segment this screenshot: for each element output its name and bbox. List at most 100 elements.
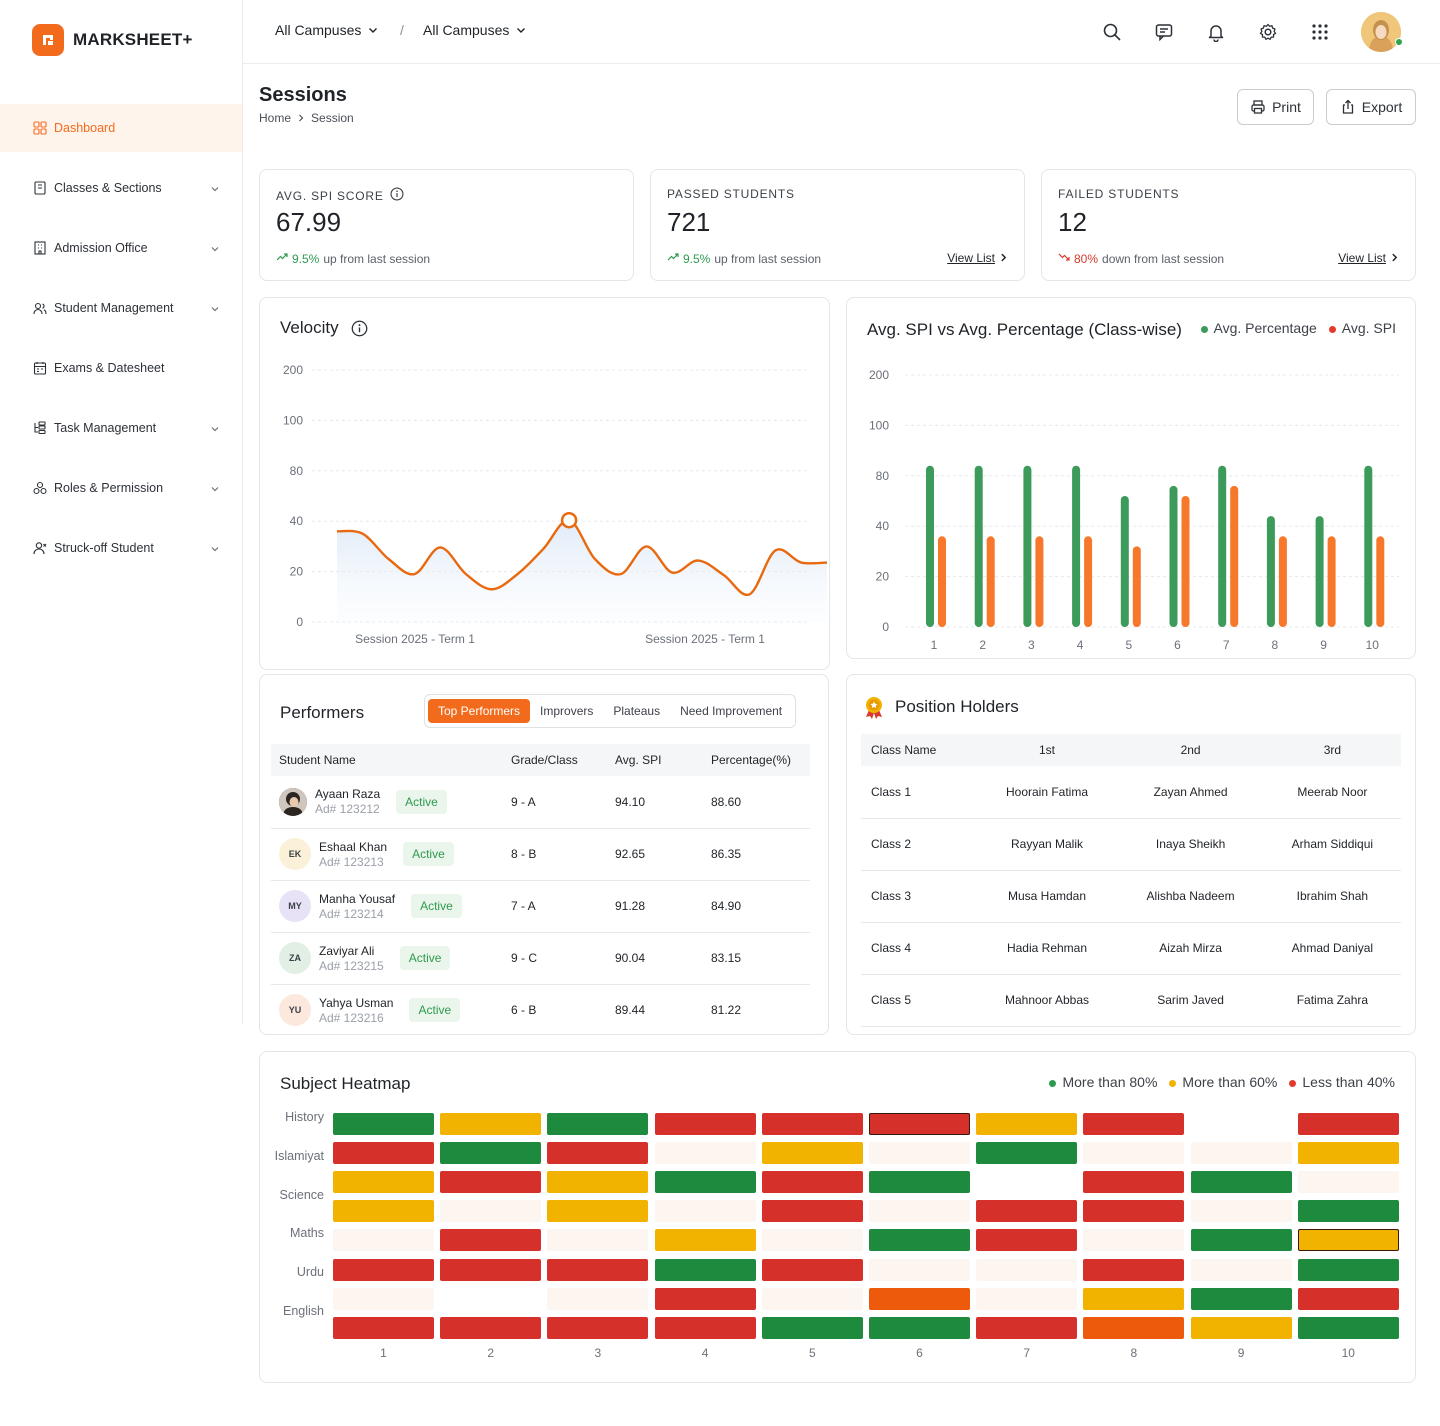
gear-icon[interactable] xyxy=(1258,22,1278,42)
heatmap-cell[interactable] xyxy=(440,1200,542,1223)
chevron-down-icon[interactable] xyxy=(210,183,220,193)
heatmap-cell[interactable] xyxy=(440,1142,542,1165)
heatmap-cell[interactable] xyxy=(333,1113,434,1135)
bar-avg-spi[interactable] xyxy=(986,536,995,627)
table-row[interactable]: ZA Zaviyar Ali Ad# 123215 Active 9 - C 90.04 8… xyxy=(271,932,810,985)
heatmap-cell[interactable] xyxy=(654,1258,756,1281)
heatmap-cell[interactable] xyxy=(1297,1229,1399,1252)
table-row[interactable]: Class 1 Hoorain Fatima Zayan Ahmed Meerab N… xyxy=(861,766,1401,819)
chat-icon[interactable] xyxy=(1154,22,1174,42)
heatmap-cell[interactable] xyxy=(761,1316,863,1339)
bar-avg-spi[interactable] xyxy=(938,536,946,627)
heatmap-cell[interactable] xyxy=(1083,1229,1185,1252)
heatmap-cell[interactable] xyxy=(1190,1258,1292,1281)
table-row[interactable]: Class 3 Musa Hamdan Alishba Nadeem Ibrahim … xyxy=(861,870,1401,923)
bar-avg-spi[interactable] xyxy=(1376,536,1385,627)
heatmap-cell[interactable] xyxy=(440,1258,542,1281)
bar-avg-spi[interactable] xyxy=(1132,546,1141,627)
bar-avg-percentage[interactable] xyxy=(926,465,934,627)
heatmap-cell[interactable] xyxy=(333,1142,434,1165)
heatmap-cell[interactable] xyxy=(440,1229,542,1252)
heatmap-cell[interactable] xyxy=(654,1316,756,1339)
bell-icon[interactable] xyxy=(1206,22,1226,42)
heatmap-cell[interactable] xyxy=(547,1287,649,1310)
tab-plateaus[interactable]: Plateaus xyxy=(613,704,661,718)
sidebar-item-dashboard[interactable]: Dashboard xyxy=(0,104,242,152)
table-row[interactable]: Class 2 Rayyan Malik Inaya Sheikh Arham Sid… xyxy=(861,818,1401,871)
heatmap-cell[interactable] xyxy=(761,1287,863,1310)
tab-improvers[interactable]: Improvers xyxy=(540,704,594,718)
heatmap-cell[interactable] xyxy=(333,1316,434,1339)
info-icon[interactable] xyxy=(390,187,404,204)
student-name[interactable]: Yahya Usman xyxy=(319,995,394,1010)
heatmap-cell[interactable] xyxy=(1297,1200,1399,1223)
heatmap-cell[interactable] xyxy=(869,1316,970,1339)
info-icon[interactable] xyxy=(351,320,368,337)
heatmap-cell[interactable] xyxy=(333,1200,434,1223)
heatmap-cell[interactable] xyxy=(1083,1113,1185,1135)
bar-avg-percentage[interactable] xyxy=(974,465,983,627)
chevron-down-icon[interactable] xyxy=(210,483,220,493)
heatmap-cell[interactable] xyxy=(547,1316,649,1339)
heatmap-cell[interactable] xyxy=(440,1113,542,1135)
sidebar-item-task-management[interactable]: Task Management xyxy=(0,404,242,452)
chevron-down-icon[interactable] xyxy=(210,423,220,433)
heatmap-cell[interactable] xyxy=(547,1258,649,1281)
student-name[interactable]: Eshaal Khan xyxy=(319,839,388,854)
heatmap-cell[interactable] xyxy=(761,1200,863,1223)
print-button[interactable]: Print xyxy=(1237,89,1314,125)
heatmap-cell[interactable] xyxy=(547,1229,649,1252)
heatmap-cell[interactable] xyxy=(1297,1142,1399,1165)
sidebar-item-classes-sections[interactable]: Classes & Sections xyxy=(0,164,242,212)
heatmap-cell[interactable] xyxy=(761,1113,863,1135)
bar-avg-spi[interactable] xyxy=(1181,495,1190,627)
heatmap-cell[interactable] xyxy=(761,1142,863,1165)
tab-top-performers[interactable]: Top Performers xyxy=(428,699,531,723)
heatmap-cell[interactable] xyxy=(440,1316,542,1339)
heatmap-cell[interactable] xyxy=(654,1287,756,1310)
heatmap-cell[interactable] xyxy=(1297,1287,1399,1310)
heatmap-cell[interactable] xyxy=(1190,1287,1292,1310)
heatmap-cell[interactable] xyxy=(1190,1171,1292,1194)
sidebar-item-roles-permission[interactable]: Roles & Permission xyxy=(0,464,242,512)
heatmap-cell[interactable] xyxy=(976,1287,1078,1310)
bar-avg-percentage[interactable] xyxy=(1120,495,1129,627)
heatmap-cell[interactable] xyxy=(976,1229,1078,1252)
heatmap-cell[interactable] xyxy=(1083,1258,1185,1281)
heatmap-cell[interactable] xyxy=(869,1200,970,1223)
bar-avg-spi[interactable] xyxy=(1230,485,1239,627)
app-logo[interactable]: MARKSHEET+ xyxy=(32,24,193,56)
heatmap-cell[interactable] xyxy=(976,1258,1078,1281)
heatmap-cell[interactable] xyxy=(869,1229,970,1252)
chevron-down-icon[interactable] xyxy=(210,543,220,553)
heatmap-cell[interactable] xyxy=(547,1113,649,1135)
bar-avg-percentage[interactable] xyxy=(1218,465,1227,627)
heatmap-cell[interactable] xyxy=(976,1142,1078,1165)
bar-avg-percentage[interactable] xyxy=(1072,465,1081,627)
heatmap-cell[interactable] xyxy=(547,1200,649,1223)
heatmap-cell[interactable] xyxy=(654,1200,756,1223)
heatmap-cell[interactable] xyxy=(547,1171,649,1194)
velocity-highlight-point[interactable] xyxy=(560,511,578,529)
sidebar-item-exams-datesheet[interactable]: Exams & Datesheet xyxy=(0,344,242,392)
heatmap-cell[interactable] xyxy=(654,1229,756,1252)
heatmap-cell[interactable] xyxy=(1190,1316,1292,1339)
heatmap-cell[interactable] xyxy=(1190,1142,1292,1165)
heatmap-cell[interactable] xyxy=(333,1229,434,1252)
heatmap-cell[interactable] xyxy=(547,1142,649,1165)
table-row[interactable]: YU Yahya Usman Ad# 123216 Active 6 - B 89.44 8… xyxy=(271,984,810,1036)
table-row[interactable]: Class 4 Hadia Rehman Aizah Mirza Ahmad Dani… xyxy=(861,922,1401,975)
heatmap-cell[interactable] xyxy=(869,1171,970,1194)
heatmap-cell[interactable] xyxy=(333,1171,434,1194)
table-row[interactable]: EK Eshaal Khan Ad# 123213 Active 8 - B 92.65 8… xyxy=(271,828,810,881)
table-row[interactable]: Ayaan Raza Ad# 123212 Active 9 - A 94.10 88.6… xyxy=(271,776,810,829)
sidebar-item-student-management[interactable]: Student Management xyxy=(0,284,242,332)
heatmap-cell[interactable] xyxy=(1083,1171,1185,1194)
bar-avg-spi[interactable] xyxy=(1035,536,1044,627)
heatmap-cell[interactable] xyxy=(1083,1287,1185,1310)
heatmap-cell[interactable] xyxy=(761,1171,863,1194)
student-name[interactable]: Zaviyar Ali xyxy=(319,943,375,958)
student-name[interactable]: Manha Yousaf xyxy=(319,891,396,906)
heatmap-cell[interactable] xyxy=(976,1113,1078,1135)
heatmap-cell[interactable] xyxy=(869,1287,970,1310)
